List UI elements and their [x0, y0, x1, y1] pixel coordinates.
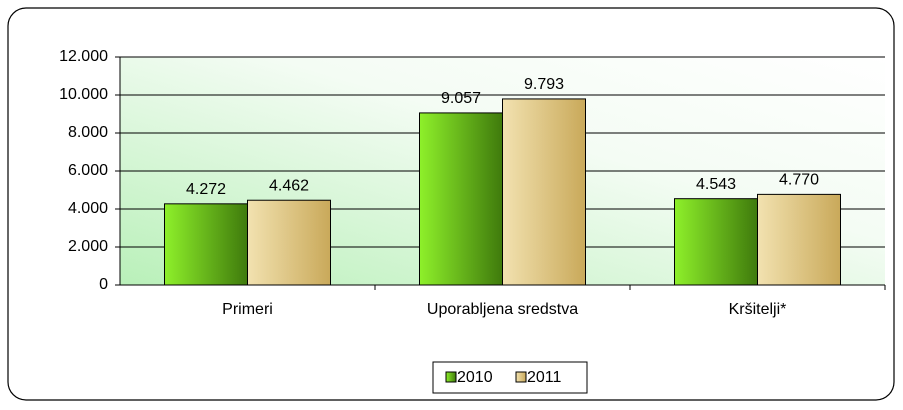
bar: [419, 112, 503, 286]
y-tick-label: 0: [99, 276, 108, 293]
data-label: 9.057: [441, 90, 481, 107]
y-tick-label: 4.000: [68, 200, 108, 217]
legend-label: 2010: [457, 369, 493, 386]
y-tick-label: 2.000: [68, 238, 108, 255]
x-tick-label: Uporabljena sredstva: [427, 301, 578, 318]
x-tick-label: Primeri: [222, 301, 273, 318]
data-label: 4.272: [186, 181, 226, 198]
legend-swatch: [515, 371, 527, 383]
legend-box: [432, 361, 588, 394]
data-label: 4.462: [269, 177, 309, 194]
legend-label: 2011: [527, 369, 562, 386]
data-label: 9.793: [524, 76, 564, 93]
y-tick-label: 6.000: [68, 162, 108, 179]
data-label: 4.770: [779, 172, 819, 189]
data-label: 4.543: [696, 176, 736, 193]
y-tick-label: 8.000: [68, 124, 108, 141]
bar: [164, 203, 248, 286]
y-tick-label: 10.000: [59, 86, 108, 103]
x-tick-label: Kršitelji*: [729, 301, 787, 318]
legend-swatch: [445, 371, 457, 383]
bar: [757, 193, 841, 286]
bar: [674, 198, 758, 286]
bar: [247, 199, 331, 286]
y-tick-label: 12.000: [59, 48, 108, 65]
bar: [502, 98, 586, 286]
